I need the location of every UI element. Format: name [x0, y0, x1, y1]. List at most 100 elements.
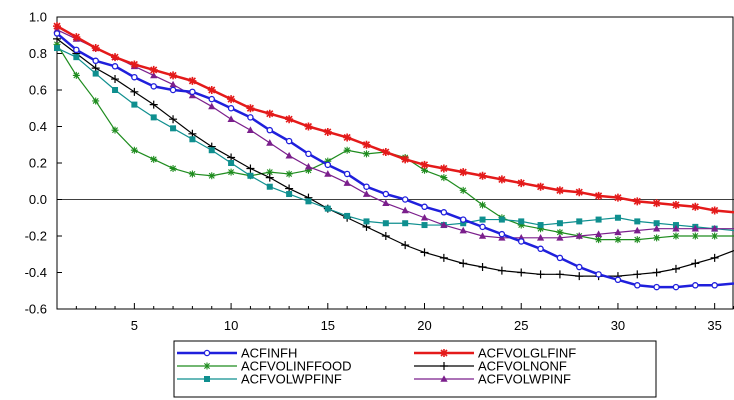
x-tick-label: 5	[131, 318, 138, 333]
data-point	[188, 76, 197, 85]
data-point	[614, 228, 622, 236]
data-point	[285, 170, 293, 178]
data-point	[131, 101, 138, 108]
legend-label: ACFVOLINFFOOD	[241, 359, 352, 374]
data-point	[459, 216, 467, 223]
legend-item: ACFVOLWPINF	[414, 372, 571, 387]
data-point	[439, 164, 448, 173]
data-point	[286, 191, 293, 198]
data-point	[111, 53, 120, 62]
data-point	[711, 282, 718, 289]
data-point	[111, 63, 119, 70]
y-axis: -0.6 -0.4 -0.2 0.0 0.2 0.4 0.6 0.8 1.0	[25, 10, 62, 317]
data-point	[420, 248, 429, 257]
data-point	[381, 148, 390, 157]
data-point	[111, 126, 119, 134]
data-point	[439, 253, 448, 262]
data-point	[517, 179, 526, 188]
data-point	[208, 172, 216, 180]
data-point	[517, 221, 525, 229]
data-point	[169, 86, 177, 94]
data-point	[111, 75, 120, 84]
data-point	[614, 236, 622, 244]
legend-marker	[203, 349, 211, 357]
legend-label: ACFVOLNONF	[478, 359, 567, 374]
data-point	[692, 282, 699, 289]
data-point	[556, 228, 564, 236]
data-point	[285, 137, 293, 145]
data-point	[130, 146, 138, 154]
data-point	[478, 263, 487, 272]
data-point	[672, 283, 680, 291]
data-point	[671, 200, 680, 209]
y-tick-label: 1.0	[29, 10, 47, 25]
data-point	[479, 223, 486, 231]
series-acfvolwpinf	[53, 25, 734, 241]
data-point	[711, 224, 719, 232]
data-point	[227, 115, 235, 122]
x-tick-label: 10	[224, 318, 238, 333]
data-point	[633, 197, 642, 206]
legend-marker	[440, 349, 448, 357]
data-point	[266, 139, 274, 146]
data-point	[576, 218, 583, 225]
y-tick-label: -0.4	[25, 265, 47, 280]
data-point	[343, 133, 352, 142]
data-point	[130, 60, 139, 69]
y-tick-label: 0.4	[29, 119, 47, 134]
data-point	[92, 70, 99, 77]
x-tick-label: 35	[707, 318, 721, 333]
data-point	[555, 186, 564, 195]
data-point	[556, 220, 563, 227]
data-point	[169, 80, 177, 88]
data-point	[595, 216, 602, 223]
data-point	[691, 202, 700, 211]
data-point	[672, 232, 680, 240]
data-point	[595, 271, 602, 278]
legend-marker	[440, 375, 448, 382]
data-point	[710, 206, 719, 215]
data-point	[595, 230, 603, 237]
data-point	[479, 216, 486, 223]
data-point	[324, 170, 332, 177]
data-point	[189, 88, 196, 96]
data-point	[633, 270, 642, 279]
data-point	[401, 196, 409, 203]
data-point	[227, 95, 236, 104]
data-point	[150, 155, 158, 163]
data-point	[536, 270, 545, 279]
data-point	[614, 276, 622, 284]
series-layer	[53, 22, 734, 291]
legend-label: ACFINFH	[241, 346, 297, 361]
data-point	[479, 201, 487, 209]
data-point	[324, 205, 331, 212]
data-point	[537, 222, 544, 229]
data-point	[344, 212, 351, 219]
data-point	[691, 259, 700, 268]
data-point	[594, 191, 603, 200]
series-line	[56, 44, 734, 241]
data-point	[247, 172, 254, 179]
data-point	[555, 270, 564, 279]
data-point	[613, 193, 622, 202]
data-point	[91, 44, 100, 53]
data-point	[634, 218, 641, 225]
data-point	[401, 241, 410, 250]
data-point	[149, 100, 158, 109]
data-point	[324, 157, 332, 165]
data-point	[343, 170, 351, 178]
data-point	[73, 54, 80, 61]
data-point	[421, 222, 428, 229]
data-point	[208, 102, 216, 110]
series-line	[56, 29, 734, 239]
data-point	[246, 104, 255, 113]
x-tick-label: 20	[417, 318, 431, 333]
data-point	[537, 225, 545, 233]
legend-label: ACFVOLWPFINF	[241, 372, 342, 387]
data-point	[208, 95, 215, 103]
data-point	[517, 268, 526, 277]
data-point	[305, 198, 312, 205]
data-point	[266, 168, 274, 176]
legend-item: ACFVOLGLFINF	[414, 346, 576, 361]
